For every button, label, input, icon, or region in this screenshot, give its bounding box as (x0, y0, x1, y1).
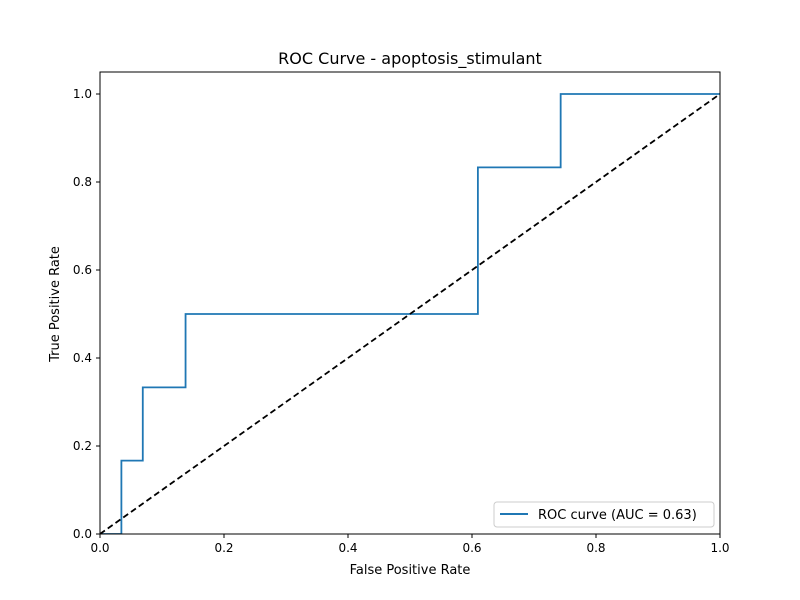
x-tick-label: 0.8 (586, 541, 605, 555)
y-tick-label: 0.6 (73, 263, 92, 277)
roc-curve-line (100, 93, 720, 534)
y-tick-label: 0.8 (73, 175, 92, 189)
y-tick-label: 0.0 (73, 527, 92, 541)
x-tick-label: 1.0 (710, 541, 729, 555)
x-axis-label: False Positive Rate (350, 563, 471, 578)
legend-label-roc: ROC curve (AUC = 0.63) (538, 508, 697, 523)
legend-box (493, 501, 715, 528)
plot-area (99, 71, 721, 535)
x-tick-label: 0.4 (338, 541, 357, 555)
x-tick-label: 0.6 (462, 541, 481, 555)
y-tick-label: 0.2 (73, 439, 92, 453)
x-tick-label: 0.2 (214, 541, 233, 555)
chance-diagonal-line (100, 93, 720, 534)
y-tick-label: 1.0 (73, 87, 92, 101)
x-tick-label: 0.0 (90, 541, 109, 555)
axis-ticks: 0.0 0.2 0.4 0.6 0.8 1.0 0.0 0.2 0.4 0.6 0.8 1.0 (73, 87, 730, 555)
axes-frame (99, 71, 721, 535)
legend: ROC curve (AUC = 0.63) (493, 501, 715, 528)
y-tick-label: 0.4 (73, 351, 92, 365)
chart-title: ROC Curve - apoptosis_stimulant (278, 49, 542, 69)
y-axis-label: True Positive Rate (48, 246, 63, 363)
